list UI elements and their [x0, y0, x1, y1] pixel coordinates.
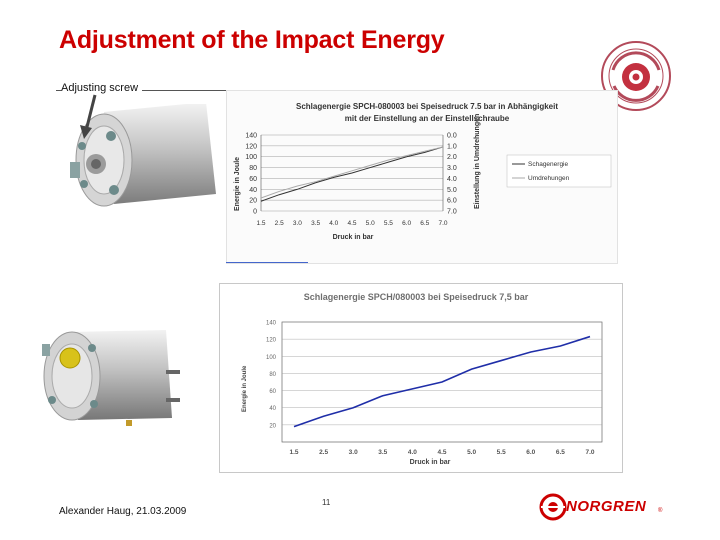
- chart2-xtick-label: 4.5: [437, 449, 446, 456]
- chart1-legend-label-2: Umdrehungen: [528, 175, 570, 182]
- chart1-xtick-label: 5.0: [366, 220, 375, 227]
- chart2-ytick-label: 100: [266, 355, 277, 361]
- chart1-legend-label-1: Schagenergie: [528, 161, 568, 168]
- chart1-x-axis-ticks: 1.5 2.5 3.0 3.5 4.0 4.5 5.0 5.5 6.0 6.5 7.0: [256, 220, 447, 227]
- chart1-ytick-label: 120: [245, 143, 257, 150]
- chart2-series-line: [293, 335, 591, 428]
- cylinder-motor-image: [70, 104, 216, 207]
- chart1-xtick-label: 3.5: [311, 220, 320, 227]
- adjusting-screw-caption: Adjusting screw: [61, 82, 143, 94]
- chart1-ytick-label: 60: [249, 176, 257, 183]
- chart1-y2tick-label: 2.0: [447, 154, 457, 161]
- chart2-ylabel: Energie in Joule: [242, 365, 248, 412]
- chart2-xtick-label: 5.0: [467, 449, 476, 456]
- chart1-xtick-label: 6.0: [402, 220, 411, 227]
- chart1-gridlines: [260, 134, 444, 212]
- screw-pointer-arrow-icon: [80, 94, 97, 139]
- chart2-gridlines: [281, 321, 603, 443]
- chart2-xtick-label: 2.5: [319, 449, 328, 456]
- norgren-logo-icon: [539, 493, 567, 521]
- chart1-title-line1: Schlagenergie SPCH-080003 bei Speisedruc…: [296, 102, 558, 111]
- page-number: 11: [322, 498, 331, 507]
- chart-energy-vs-pressure-bottom: Schlagenergie SPCH/080003 bei Speisedruc…: [219, 283, 623, 473]
- chart2-ytick-label: 120: [266, 338, 277, 344]
- chart-link-underline[interactable]: [226, 262, 308, 263]
- chart2-ytick-label: 60: [269, 389, 276, 395]
- chart2-ytick-label: 20: [269, 423, 276, 429]
- chart1-xtick-label: 3.0: [293, 220, 302, 227]
- chart1-legend: Schagenergie Umdrehungen: [506, 154, 612, 188]
- chart2-xtick-label: 1.5: [289, 449, 298, 456]
- chart1-y2tick-label: 6.0: [447, 198, 457, 205]
- chart1-xlabel: Druck in bar: [333, 234, 374, 241]
- chart1-series-1-line: [260, 146, 444, 202]
- chart1-ytick-label: 140: [245, 133, 257, 140]
- chart1-y2-axis-ticks: 0.0 1.0 2.0 3.0 4.0 5.0 6.0 7.0: [447, 133, 457, 216]
- chart2-ytick-label: 80: [269, 372, 276, 378]
- chart2-y-axis-ticks: 140 120 100 80 60 40 20: [266, 321, 277, 430]
- chart1-xtick-label: 6.5: [420, 220, 429, 227]
- chart-energy-vs-pressure-top: Schlagenergie SPCH-080003 bei Speisedruc…: [226, 90, 618, 264]
- slide-title: Adjustment of the Impact Energy: [59, 26, 445, 54]
- chart1-xtick-label: 1.5: [256, 220, 265, 227]
- chart1-ytick-label: 100: [245, 154, 257, 161]
- chart1-ytick-label: 0: [253, 209, 257, 216]
- chart1-xtick-label: 4.0: [329, 220, 338, 227]
- footer-author-date: Alexander Haug, 21.03.2009: [59, 506, 187, 517]
- norgren-logo-registered: ®: [658, 508, 663, 514]
- chart2-xtick-label: 6.0: [526, 449, 535, 456]
- chart2-series-1-line: [293, 335, 591, 428]
- quality-seal-logo: [601, 41, 671, 111]
- chart1-y2tick-label: 4.0: [447, 176, 457, 183]
- chart1-title-line2: mit der Einstellung an der Einstellschra…: [345, 114, 510, 123]
- chart2-xtick-label: 4.0: [408, 449, 417, 456]
- chart1-xtick-label: 5.5: [384, 220, 393, 227]
- chart2-title: Schlagenergie SPCH/080003 bei Speisedruc…: [304, 292, 529, 302]
- chart2-xtick-label: 5.5: [497, 449, 506, 456]
- chart1-ylabel: Energie in Joule: [234, 157, 241, 211]
- chart2-xtick-label: 6.5: [556, 449, 565, 456]
- chart2-x-axis-ticks: 1.5 2.5 3.0 3.5 4.0 4.5 5.0 5.5 6.0 6.5 7.0: [289, 449, 594, 456]
- chart2-xlabel: Druck in bar: [410, 459, 451, 466]
- chart1-xtick-label: 2.5: [275, 220, 284, 227]
- chart1-series-2-line: [260, 146, 444, 199]
- chart2-ytick-label: 140: [266, 321, 277, 327]
- chart1-xtick-label: 7.0: [438, 220, 447, 227]
- chart1-y2label: Einstellung in Umdrehungen: [474, 114, 481, 209]
- chart1-y-axis-ticks: 140 120 100 80 60 40 20 0: [245, 133, 257, 216]
- chart1-ytick-label: 20: [249, 198, 257, 205]
- chart1-y2tick-label: 3.0: [447, 165, 457, 172]
- chart2-xtick-label: 3.0: [349, 449, 358, 456]
- chart1-ytick-label: 80: [249, 165, 257, 172]
- chart2-ytick-label: 40: [269, 406, 276, 412]
- chart1-y2tick-label: 0.0: [447, 133, 457, 140]
- chart1-ytick-label: 40: [249, 187, 257, 194]
- chart1-y2tick-label: 1.0: [447, 143, 457, 150]
- cylinder-motor-image-yellow-knob: [42, 330, 180, 426]
- norgren-logo-text: NORGREN: [566, 498, 647, 515]
- chart2-xtick-label: 7.0: [585, 449, 594, 456]
- chart1-y2tick-label: 7.0: [447, 209, 457, 216]
- chart1-series-lines: [260, 146, 444, 202]
- chart1-xtick-label: 4.5: [347, 220, 356, 227]
- chart2-xtick-label: 3.5: [378, 449, 387, 456]
- chart1-y2tick-label: 5.0: [447, 187, 457, 194]
